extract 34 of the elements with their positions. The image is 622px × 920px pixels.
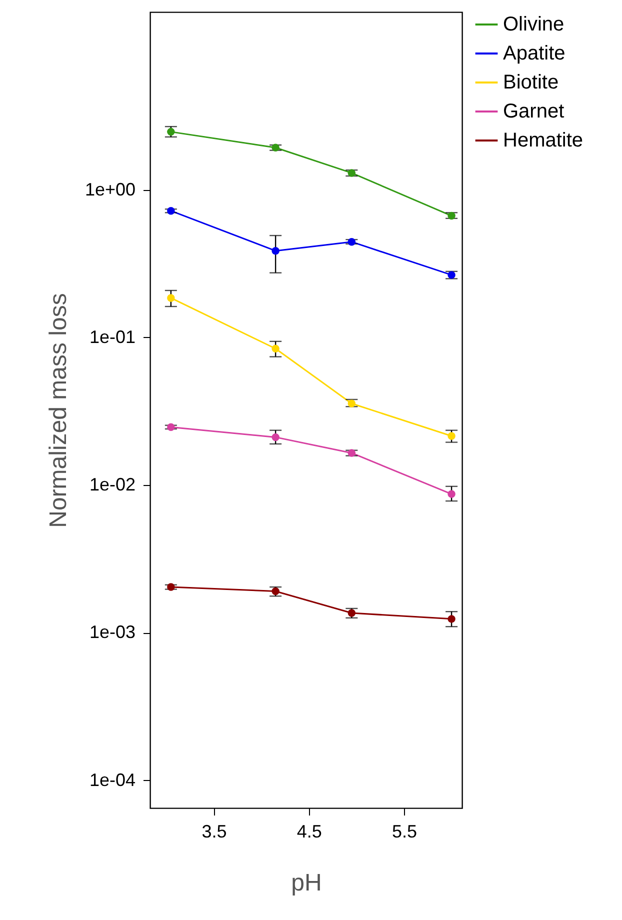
- point: [272, 246, 280, 255]
- point: [448, 615, 456, 623]
- y-axis-title: Normalized mass loss: [44, 293, 72, 528]
- point: [167, 294, 175, 302]
- point: [348, 400, 356, 408]
- point: [448, 432, 456, 440]
- y-tick-label: 1e-03: [89, 622, 136, 642]
- y-tick-label: 1e+00: [84, 179, 136, 200]
- legend-label: Biotite: [503, 72, 559, 94]
- point: [448, 490, 456, 498]
- point: [167, 583, 175, 591]
- point: [448, 271, 456, 279]
- point: [272, 344, 280, 352]
- point: [272, 144, 280, 152]
- point: [348, 238, 356, 246]
- point: [167, 206, 175, 215]
- legend-label: Hematite: [503, 130, 584, 152]
- point: [348, 169, 356, 177]
- point: [272, 587, 280, 596]
- x-tick-label: 3.5: [202, 822, 227, 842]
- point: [348, 449, 356, 457]
- point: [167, 423, 175, 431]
- x-axis-title: pH: [291, 870, 322, 896]
- x-tick-label: 4.5: [296, 822, 322, 842]
- point: [448, 212, 456, 220]
- point: [167, 128, 175, 136]
- legend-label: Apatite: [503, 42, 566, 64]
- x-tick-label: 5.5: [392, 822, 417, 842]
- y-tick-label: 1e-04: [89, 770, 136, 790]
- y-tick-label: 1e-01: [89, 326, 136, 347]
- legend-label: Olivine: [503, 14, 564, 36]
- legend-label: Garnet: [503, 100, 565, 122]
- y-tick-label: 1e-02: [89, 474, 136, 495]
- point: [272, 433, 280, 442]
